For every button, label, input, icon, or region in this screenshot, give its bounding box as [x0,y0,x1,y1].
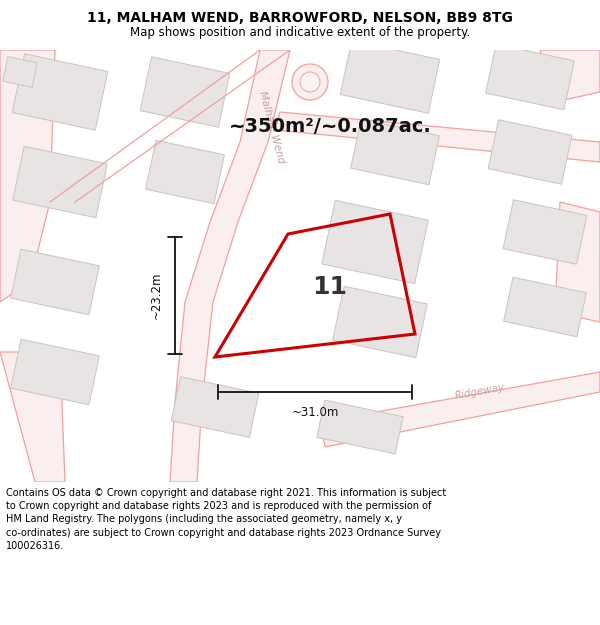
Polygon shape [503,278,586,337]
Text: Map shows position and indicative extent of the property.: Map shows position and indicative extent… [130,26,470,39]
Polygon shape [171,377,259,438]
Text: Ridgeway: Ridgeway [454,382,506,401]
Polygon shape [320,372,600,447]
Polygon shape [12,54,108,130]
Polygon shape [13,146,107,217]
Circle shape [300,72,320,92]
Polygon shape [0,50,55,302]
Polygon shape [350,119,439,185]
Polygon shape [317,400,403,454]
Polygon shape [11,339,100,405]
Polygon shape [322,201,428,284]
Polygon shape [555,202,600,322]
Polygon shape [275,112,600,162]
Text: ~350m²/~0.087ac.: ~350m²/~0.087ac. [229,118,431,136]
Text: Malham Wend: Malham Wend [257,90,286,164]
Polygon shape [333,286,427,357]
Polygon shape [340,41,440,113]
Text: ~31.0m: ~31.0m [292,406,338,419]
Text: 11, MALHAM WEND, BARROWFORD, NELSON, BB9 8TG: 11, MALHAM WEND, BARROWFORD, NELSON, BB9… [87,11,513,25]
Text: ~23.2m: ~23.2m [150,272,163,319]
Polygon shape [0,352,65,482]
Polygon shape [3,57,37,88]
Text: Contains OS data © Crown copyright and database right 2021. This information is : Contains OS data © Crown copyright and d… [6,488,446,551]
Polygon shape [170,50,290,482]
Text: 11: 11 [313,275,347,299]
Polygon shape [503,200,587,264]
Circle shape [292,64,328,100]
Polygon shape [146,140,224,204]
Polygon shape [485,44,574,110]
Polygon shape [540,50,600,102]
Polygon shape [488,120,572,184]
Polygon shape [11,249,100,315]
Polygon shape [140,57,230,128]
